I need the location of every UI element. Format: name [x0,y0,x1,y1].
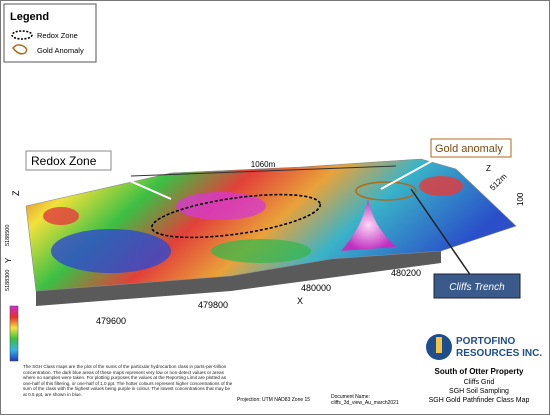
callout: Redox Zone [31,154,97,168]
gold-symbol [12,44,28,55]
logo-lighthouse [436,337,442,353]
legend-title: Legend [10,11,49,23]
high-zone [176,192,266,220]
axis-letter: Z [486,164,491,173]
company-name: RESOURCES INC. [456,348,542,359]
dimension-label: 512m [488,172,509,193]
redox-outline [150,193,322,239]
map-title: South of Otter Property [435,367,524,376]
surface-side [36,251,441,306]
low-zone [51,229,171,273]
x-tick-label: 479600 [96,316,126,326]
document-label: Document Name: [331,394,370,400]
map-subtitle: Cliffs Grid [464,379,495,386]
callout-box [25,150,112,171]
gold-peak [341,199,396,251]
callout-box [433,273,521,299]
axis-letter: Z [11,190,21,196]
legend-box [3,3,97,63]
callout: Gold anomaly [435,143,503,155]
redox-symbol [11,30,33,40]
company-name: PORTOFINO [456,336,515,347]
callout-box [430,138,512,158]
callout-line [380,155,442,190]
axis-letter: X [297,296,303,306]
y-tick-label: 5188500 [5,225,11,246]
color-bar [9,305,19,362]
map-subtitle: SGH Soil Sampling [449,388,509,395]
dimension-line [130,165,397,177]
legend-item: Gold Anomaly [37,46,84,55]
dimension-label: 1060m [251,160,276,169]
gold-outline [355,181,417,201]
mid-zone [211,239,311,263]
callout-line [95,165,172,200]
x-tick-label: 480000 [301,283,331,293]
high-zone [43,207,79,225]
axis-letter: Y [4,257,13,263]
dimension-label: 100 [516,192,525,206]
map-subtitle: SGH Gold Pathfinder Class Map [429,397,530,404]
high-zone [419,176,463,196]
callout: Cliffs Trench [449,282,505,293]
y-tick-label: 5188300 [5,270,11,291]
document-name: cliffs_3d_view_Au_march2021 [331,400,399,406]
x-tick-label: 479800 [198,300,228,310]
callout-line [410,188,472,277]
class-note: The SGH Class maps are the plot of the s… [23,364,233,397]
x-tick-label: 480200 [391,268,421,278]
legend-item: Redox Zone [37,31,78,40]
projection: Projection: UTM NAD83 Zone 15 [237,397,310,403]
